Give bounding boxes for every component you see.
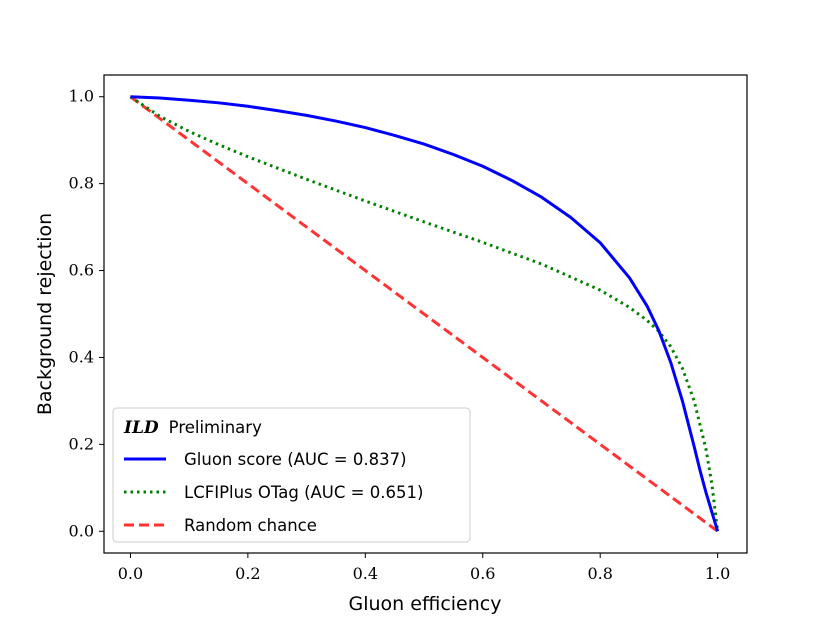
legend-label-0: Gluon score (AUC = 0.837) — [184, 450, 407, 469]
legend-title-rest: Preliminary — [169, 418, 262, 437]
y-tick-label: 0.0 — [69, 521, 94, 540]
legend-entries: Gluon score (AUC = 0.837) LCFIPlus OTag (… — [124, 450, 423, 535]
legend-label-1: LCFIPlus OTag (AUC = 0.651) — [184, 483, 423, 502]
x-tick-label: 0.2 — [235, 564, 260, 583]
legend-box — [112, 407, 471, 543]
series-line-2 — [129, 95, 719, 533]
x-tick-label: 1.0 — [705, 564, 730, 583]
y-axis-label: Background rejection — [34, 213, 56, 415]
y-tick-label: 0.6 — [69, 261, 94, 280]
legend-label-2: Random chance — [184, 516, 317, 535]
y-axis-ticks: 0.0 0.2 0.4 0.6 0.8 1.0 — [69, 87, 104, 540]
series-line-0 — [130, 95, 720, 532]
series-layer — [129, 95, 720, 533]
y-tick-label: 0.4 — [69, 347, 94, 366]
legend: ILD Preliminary Gluon score (AUC = 0.837… — [112, 407, 471, 543]
x-axis-ticks: 0.0 0.2 0.4 0.6 0.8 1.0 — [118, 553, 730, 583]
x-tick-label: 0.4 — [353, 564, 378, 583]
x-tick-label: 0.6 — [470, 564, 495, 583]
legend-title-bold: ILD — [123, 418, 159, 438]
y-tick-label: 1.0 — [69, 87, 94, 106]
y-tick-label: 0.2 — [69, 434, 94, 453]
y-tick-label: 0.8 — [69, 174, 94, 193]
x-axis-label: Gluon efficiency — [349, 593, 502, 615]
x-tick-label: 0.0 — [118, 564, 143, 583]
legend-title: ILD Preliminary — [123, 418, 262, 438]
x-tick-label: 0.8 — [587, 564, 612, 583]
series-line-1 — [129, 95, 720, 532]
